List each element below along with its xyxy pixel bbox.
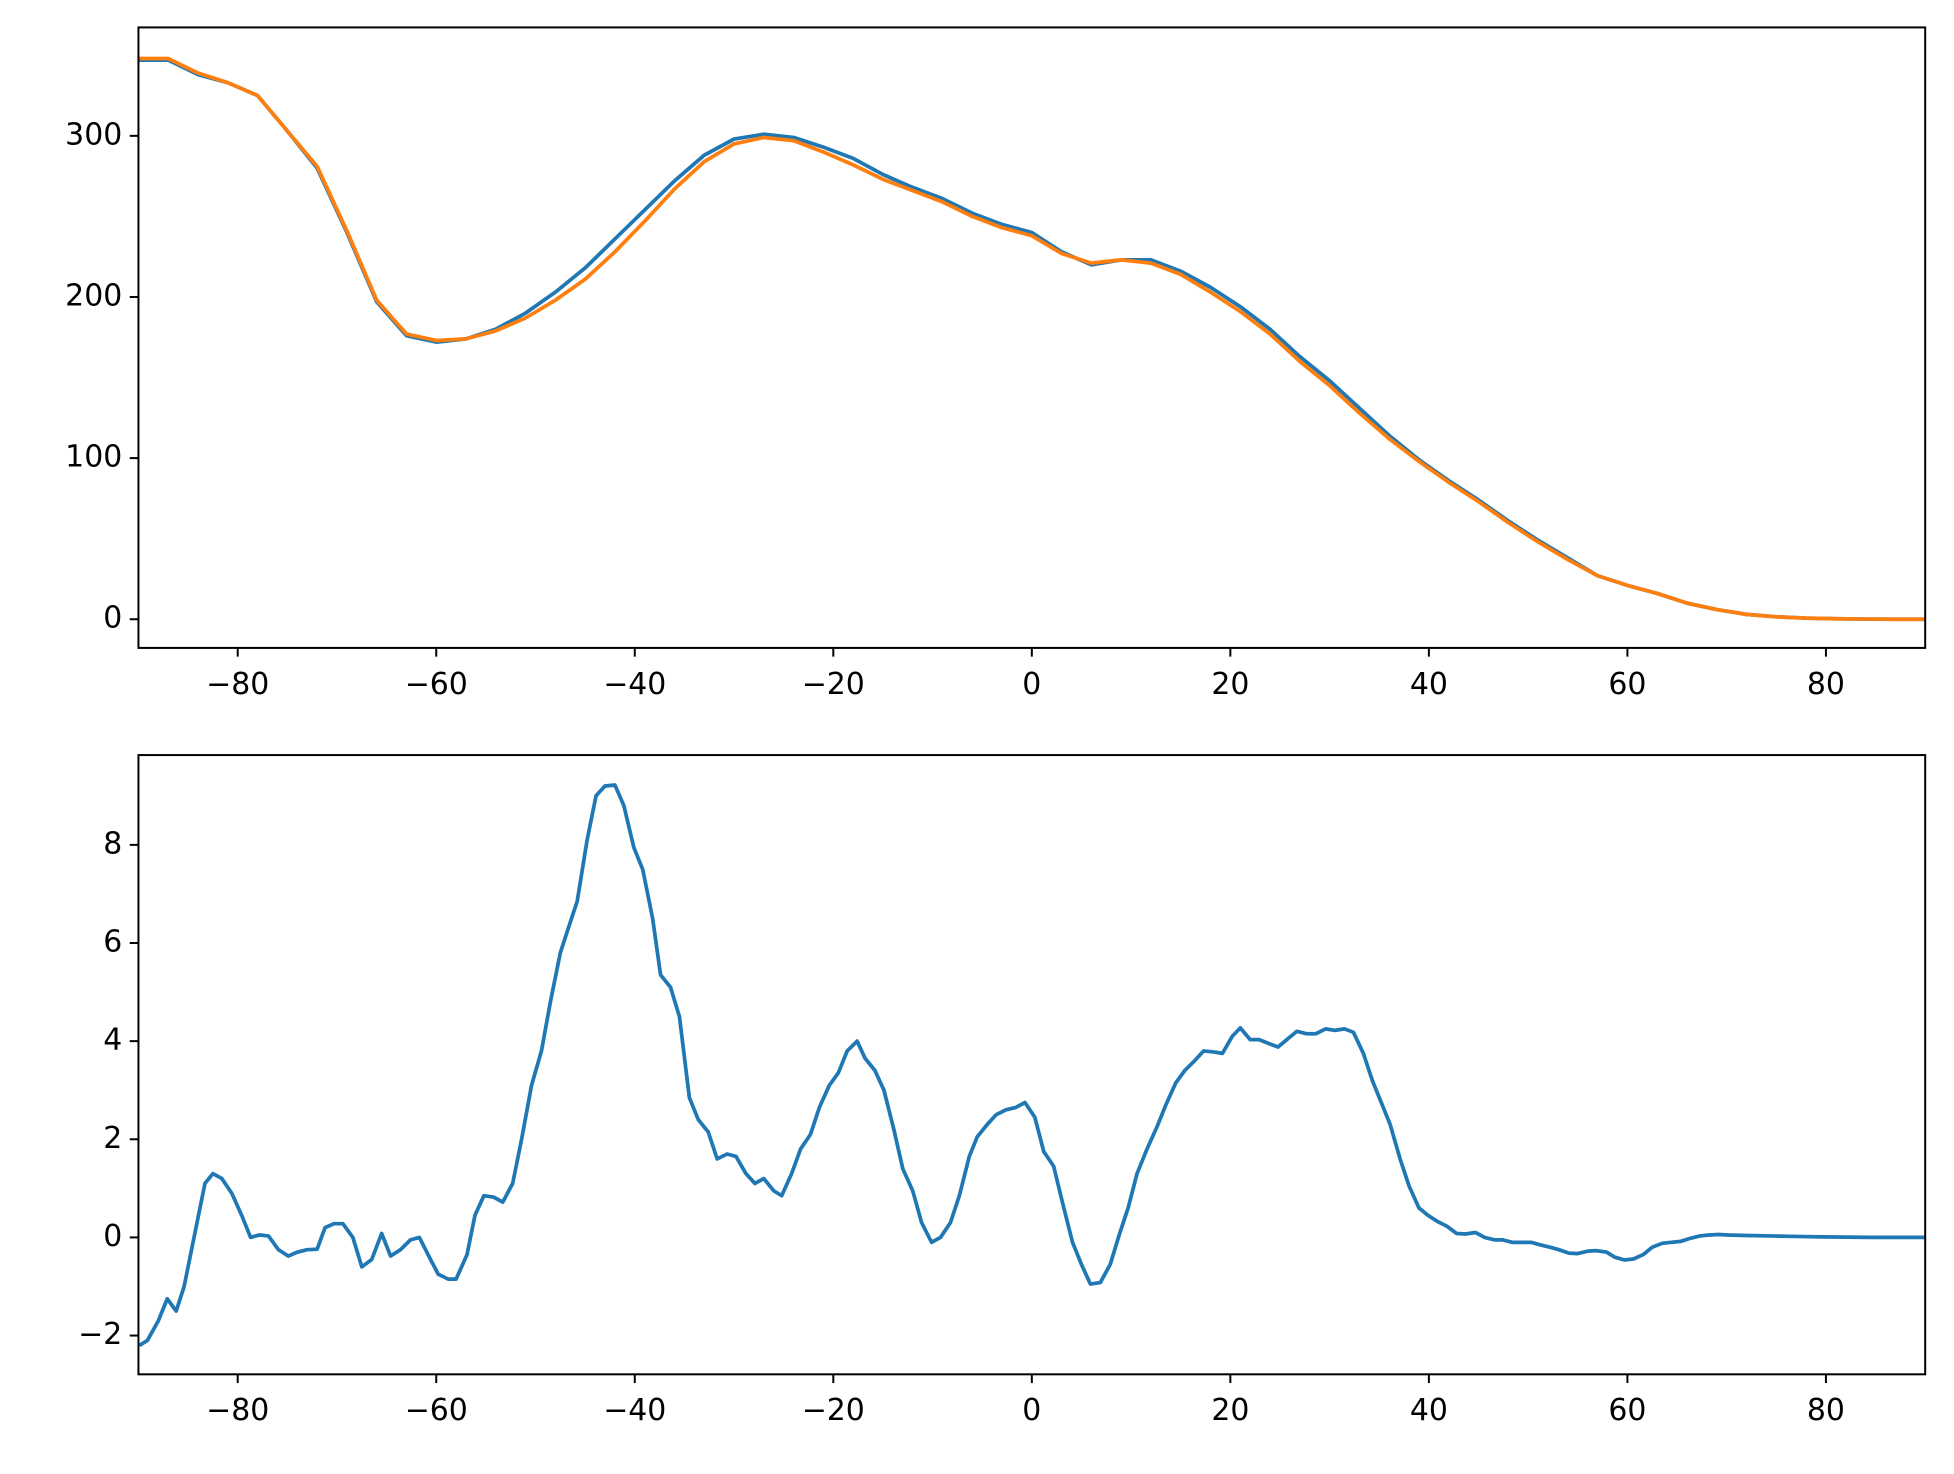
x-tick-label: −80 (206, 1393, 269, 1428)
x-tick-label: −60 (405, 1393, 468, 1428)
y-tick-label: 6 (103, 925, 122, 960)
x-tick-label: 40 (1410, 1393, 1448, 1428)
axes-frame (137, 26, 1927, 649)
axes: −80 −60 −40 −20 0 20 40 60 80 0 100 200 300 (65, 26, 1927, 702)
x-tick-label: −20 (802, 1393, 865, 1428)
x-tick-label: 80 (1807, 667, 1845, 702)
x-tick-label: 60 (1608, 667, 1646, 702)
y-tick-label: 2 (103, 1121, 122, 1156)
x-tick-label: 0 (1022, 1393, 1041, 1428)
x-tick-label: 60 (1608, 1393, 1646, 1428)
y-tick-label: 4 (103, 1023, 122, 1058)
x-tick-label: −40 (603, 1393, 666, 1428)
y-tick-label: 0 (103, 1219, 122, 1254)
y-tick-label: 100 (65, 440, 122, 475)
y-tick-label: 0 (103, 601, 122, 636)
x-tick-label: 0 (1022, 667, 1041, 702)
x-tick-label: −80 (206, 667, 269, 702)
x-tick-label: −20 (802, 667, 865, 702)
axes-frame (137, 754, 1927, 1376)
x-tick-label: −60 (405, 667, 468, 702)
line-series (138, 56, 1926, 622)
y-tick-label: 200 (65, 278, 122, 313)
line-series (138, 783, 1926, 1347)
x-tick-label: 20 (1211, 1393, 1249, 1428)
x-tick-label: 80 (1807, 1393, 1845, 1428)
x-tick-label: 40 (1410, 667, 1448, 702)
y-tick-label: 8 (103, 826, 122, 861)
x-tick-label: 20 (1211, 667, 1249, 702)
x-tick-label: −40 (603, 667, 666, 702)
line-series (138, 58, 1926, 622)
y-tick-label: −2 (78, 1317, 122, 1352)
y-tick-label: 300 (65, 117, 122, 152)
